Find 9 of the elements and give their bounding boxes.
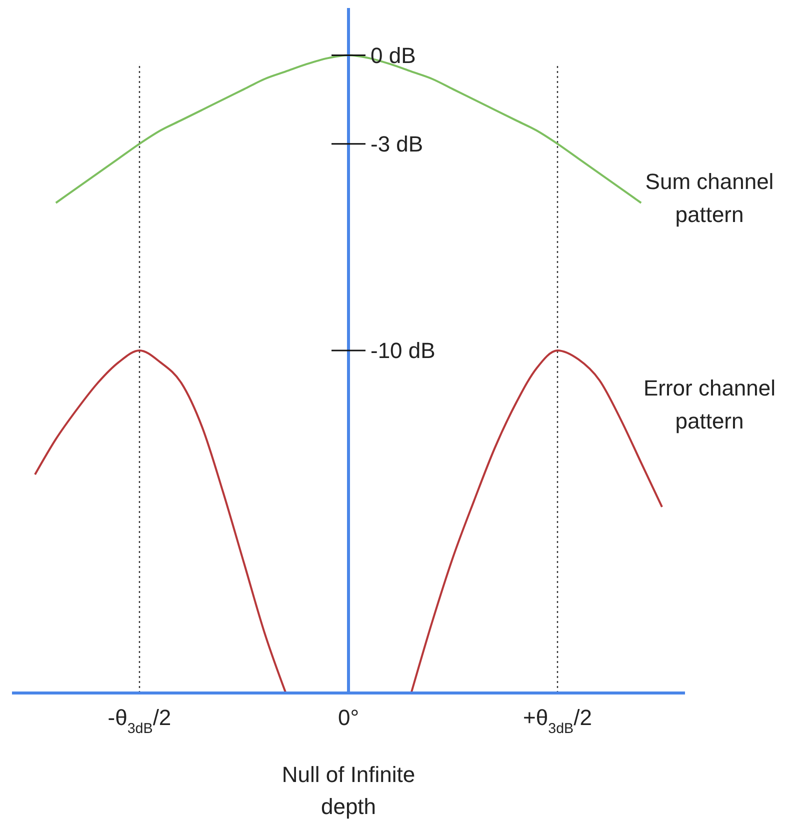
x-tick-label: +θ$_{3dB}$/2 xyxy=(523,705,592,737)
x-tick-label: 0° xyxy=(338,705,360,730)
series-label: Sum channel pattern xyxy=(645,168,774,227)
y-tick-label: -10 dB xyxy=(370,338,436,364)
text: Error channel pattern xyxy=(643,376,776,434)
x-tick-label: -θ$_{3dB}$/2 xyxy=(108,705,172,737)
x-axis-title: Null of Infinite depth xyxy=(282,762,416,819)
line-series xyxy=(34,350,287,694)
y-tick-label: -3 dB xyxy=(370,132,424,157)
